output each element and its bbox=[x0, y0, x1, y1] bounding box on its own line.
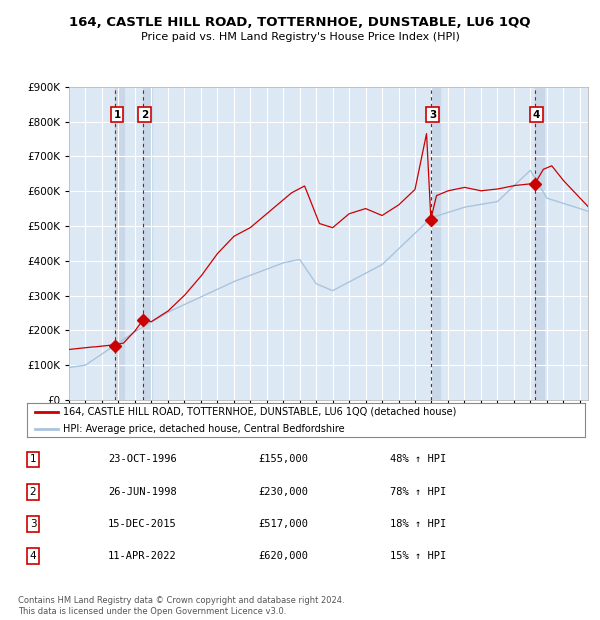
Text: 3: 3 bbox=[429, 110, 436, 120]
Text: £517,000: £517,000 bbox=[258, 519, 308, 529]
Text: £230,000: £230,000 bbox=[258, 487, 308, 497]
Text: 18% ↑ HPI: 18% ↑ HPI bbox=[390, 519, 446, 529]
Text: 48% ↑ HPI: 48% ↑ HPI bbox=[390, 454, 446, 464]
Text: 15% ↑ HPI: 15% ↑ HPI bbox=[390, 551, 446, 561]
Text: 3: 3 bbox=[29, 519, 37, 529]
Text: Contains HM Land Registry data © Crown copyright and database right 2024.: Contains HM Land Registry data © Crown c… bbox=[18, 596, 344, 604]
Text: 164, CASTLE HILL ROAD, TOTTERNHOE, DUNSTABLE, LU6 1QQ: 164, CASTLE HILL ROAD, TOTTERNHOE, DUNST… bbox=[69, 16, 531, 29]
Text: HPI: Average price, detached house, Central Bedfordshire: HPI: Average price, detached house, Cent… bbox=[63, 423, 345, 433]
Text: Price paid vs. HM Land Registry's House Price Index (HPI): Price paid vs. HM Land Registry's House … bbox=[140, 32, 460, 42]
Text: 23-OCT-1996: 23-OCT-1996 bbox=[108, 454, 177, 464]
Text: This data is licensed under the Open Government Licence v3.0.: This data is licensed under the Open Gov… bbox=[18, 607, 286, 616]
Text: £155,000: £155,000 bbox=[258, 454, 308, 464]
Bar bbox=[431, 87, 440, 400]
Text: £620,000: £620,000 bbox=[258, 551, 308, 561]
Text: 2: 2 bbox=[141, 110, 148, 120]
Bar bbox=[115, 87, 124, 400]
Text: 164, CASTLE HILL ROAD, TOTTERNHOE, DUNSTABLE, LU6 1QQ (detached house): 164, CASTLE HILL ROAD, TOTTERNHOE, DUNST… bbox=[63, 407, 457, 417]
Text: 1: 1 bbox=[29, 454, 37, 464]
Bar bbox=[143, 87, 152, 400]
Text: 78% ↑ HPI: 78% ↑ HPI bbox=[390, 487, 446, 497]
Text: 1: 1 bbox=[113, 110, 121, 120]
Bar bbox=[535, 87, 544, 400]
Text: 4: 4 bbox=[533, 110, 540, 120]
Text: 4: 4 bbox=[29, 551, 37, 561]
Text: 2: 2 bbox=[29, 487, 37, 497]
Text: 11-APR-2022: 11-APR-2022 bbox=[108, 551, 177, 561]
Text: 26-JUN-1998: 26-JUN-1998 bbox=[108, 487, 177, 497]
Text: 15-DEC-2015: 15-DEC-2015 bbox=[108, 519, 177, 529]
